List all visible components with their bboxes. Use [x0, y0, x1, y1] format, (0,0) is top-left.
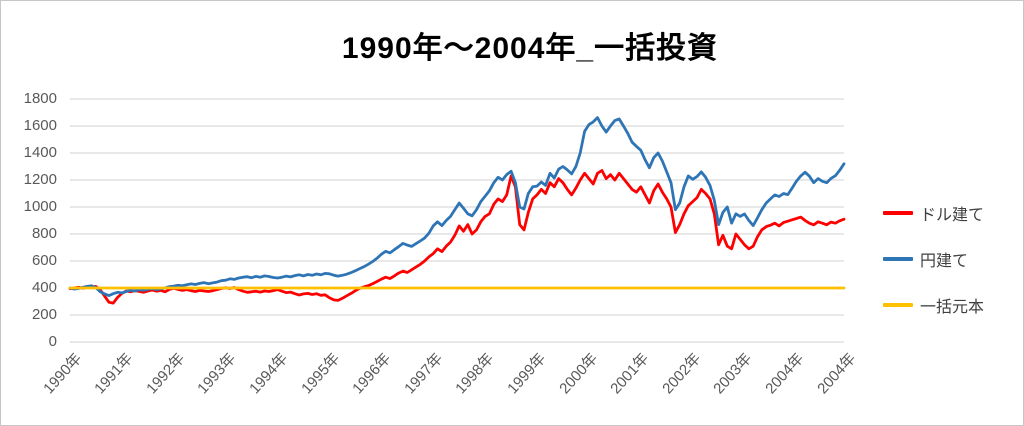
y-axis-tick-label: 1200 [23, 171, 57, 188]
y-axis-tick-label: 200 [31, 306, 57, 323]
y-axis-tick-label: 600 [31, 252, 57, 269]
legend-label-yen: 円建て [920, 253, 969, 270]
y-axis-tick-label: 400 [31, 279, 57, 296]
chart-title: 1990年～2004年_一括投資 [341, 32, 719, 65]
legend: ドル建て 円建て 一括元本 [883, 201, 984, 317]
series-line-dollar [68, 169, 846, 305]
legend-label-dollar: ドル建て [920, 207, 985, 224]
legend-item-yen: 円建て [883, 247, 984, 271]
legend-swatch-yen-icon [883, 257, 913, 261]
legend-swatch-dollar-icon [883, 211, 913, 215]
legend-item-dollar: ドル建て [883, 201, 984, 225]
legend-swatch-principal-icon [883, 303, 913, 307]
y-axis-tick-label: 0 [48, 333, 57, 350]
series-line-yen [68, 116, 846, 298]
y-axis-tick-label: 1400 [23, 144, 57, 161]
legend-label-principal: 一括元本 [920, 299, 985, 316]
legend-item-principal: 一括元本 [883, 293, 984, 317]
y-axis-tick-label: 800 [31, 225, 57, 242]
y-axis-tick-label: 1800 [23, 90, 57, 107]
y-axis-tick-label: 1600 [23, 117, 57, 134]
y-axis-tick-label: 1000 [23, 198, 57, 215]
